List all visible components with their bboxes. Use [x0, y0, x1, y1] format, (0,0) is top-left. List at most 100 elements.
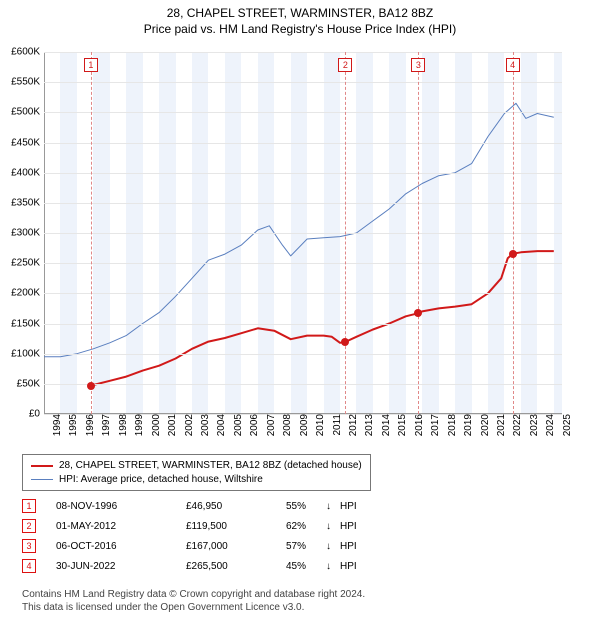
gridline-h	[44, 112, 562, 113]
chart-title-block: 28, CHAPEL STREET, WARMINSTER, BA12 8BZ …	[0, 0, 600, 37]
event-row: 2 01-MAY-2012£119,50062%↓HPI	[22, 516, 357, 536]
event-vline	[418, 52, 419, 414]
y-tick-label: £450K	[11, 137, 44, 148]
event-row: 108-NOV-1996£46,95055%↓HPI	[22, 496, 357, 516]
y-tick-label: £150K	[11, 318, 44, 329]
x-tick-label: 2011	[328, 414, 343, 436]
event-vline	[91, 52, 92, 414]
footer-line1: Contains HM Land Registry data © Crown c…	[22, 589, 365, 602]
event-pct: 62%	[286, 521, 326, 532]
gridline-h	[44, 324, 562, 325]
x-tick-label: 2024	[541, 414, 556, 436]
gridline-h	[44, 263, 562, 264]
y-tick-label: £300K	[11, 228, 44, 239]
x-tick-label: 1996	[81, 414, 96, 436]
gridline-h	[44, 384, 562, 385]
x-tick-label: 2009	[295, 414, 310, 436]
y-tick-label: £250K	[11, 258, 44, 269]
event-row-number: 1	[22, 499, 36, 513]
event-pct: 45%	[286, 561, 326, 572]
x-tick-label: 2016	[410, 414, 425, 436]
x-tick-label: 2021	[492, 414, 507, 436]
x-tick-label: 2020	[476, 414, 491, 436]
series-line-price_paid	[91, 251, 554, 386]
legend-label-price-paid: 28, CHAPEL STREET, WARMINSTER, BA12 8BZ …	[59, 459, 362, 473]
legend-item-hpi: HPI: Average price, detached house, Wilt…	[31, 473, 362, 487]
x-tick-label: 1995	[64, 414, 79, 436]
event-vline	[513, 52, 514, 414]
event-hpi-tag: HPI	[340, 561, 357, 572]
event-date: 01-MAY-2012	[56, 521, 186, 532]
event-date: 30-JUN-2022	[56, 561, 186, 572]
price-chart: £0£50K£100K£150K£200K£250K£300K£350K£400…	[44, 52, 562, 414]
x-tick-label: 2002	[180, 414, 195, 436]
legend-swatch-price-paid	[31, 465, 53, 467]
gridline-h	[44, 354, 562, 355]
x-tick-label: 2003	[196, 414, 211, 436]
price-marker-dot	[87, 382, 95, 390]
x-tick-label: 2013	[360, 414, 375, 436]
y-tick-label: £550K	[11, 77, 44, 88]
event-pct: 55%	[286, 501, 326, 512]
y-tick-label: £200K	[11, 288, 44, 299]
footer-line2: This data is licensed under the Open Gov…	[22, 602, 365, 615]
x-tick-label: 2025	[558, 414, 573, 436]
event-row: 306-OCT-2016£167,00057%↓HPI	[22, 536, 357, 556]
footer-attribution: Contains HM Land Registry data © Crown c…	[22, 589, 365, 614]
gridline-h	[44, 173, 562, 174]
y-tick-label: £500K	[11, 107, 44, 118]
price-marker-dot	[509, 250, 517, 258]
x-tick-label: 1997	[97, 414, 112, 436]
gridline-h	[44, 233, 562, 234]
x-tick-label: 1999	[130, 414, 145, 436]
y-tick-label: £400K	[11, 167, 44, 178]
title-subtitle: Price paid vs. HM Land Registry's House …	[0, 22, 600, 38]
down-arrow-icon: ↓	[326, 521, 340, 532]
event-row-number: 2	[22, 519, 36, 533]
event-marker-box: 1	[84, 58, 98, 72]
x-tick-label: 2014	[377, 414, 392, 436]
event-date: 08-NOV-1996	[56, 501, 186, 512]
x-tick-label: 2012	[344, 414, 359, 436]
x-tick-label: 2023	[525, 414, 540, 436]
down-arrow-icon: ↓	[326, 541, 340, 552]
x-tick-label: 1994	[48, 414, 63, 436]
event-marker-box: 4	[506, 58, 520, 72]
legend-item-price-paid: 28, CHAPEL STREET, WARMINSTER, BA12 8BZ …	[31, 459, 362, 473]
x-tick-label: 1998	[114, 414, 129, 436]
gridline-h	[44, 293, 562, 294]
x-tick-label: 2017	[426, 414, 441, 436]
events-table: 108-NOV-1996£46,95055%↓HPI201-MAY-2012£1…	[22, 496, 357, 576]
x-tick-label: 2015	[393, 414, 408, 436]
event-row-number: 3	[22, 539, 36, 553]
gridline-h	[44, 143, 562, 144]
y-tick-label: £50K	[17, 378, 44, 389]
event-hpi-tag: HPI	[340, 521, 357, 532]
x-tick-label: 2005	[229, 414, 244, 436]
gridline-h	[44, 52, 562, 53]
gridline-h	[44, 203, 562, 204]
price-marker-dot	[414, 309, 422, 317]
x-tick-label: 2006	[245, 414, 260, 436]
x-tick-label: 2022	[508, 414, 523, 436]
x-tick-label: 2008	[278, 414, 293, 436]
event-vline	[345, 52, 346, 414]
event-price: £265,500	[186, 561, 286, 572]
down-arrow-icon: ↓	[326, 561, 340, 572]
x-tick-label: 2018	[443, 414, 458, 436]
gridline-h	[44, 82, 562, 83]
legend: 28, CHAPEL STREET, WARMINSTER, BA12 8BZ …	[22, 454, 371, 491]
y-tick-label: £350K	[11, 197, 44, 208]
event-marker-box: 2	[338, 58, 352, 72]
event-price: £119,500	[186, 521, 286, 532]
event-row: 430-JUN-2022£265,50045%↓HPI	[22, 556, 357, 576]
x-tick-label: 2010	[311, 414, 326, 436]
x-tick-label: 2019	[459, 414, 474, 436]
price-marker-dot	[341, 338, 349, 346]
y-tick-label: £600K	[11, 47, 44, 58]
plot-area: £0£50K£100K£150K£200K£250K£300K£350K£400…	[44, 52, 562, 414]
title-address: 28, CHAPEL STREET, WARMINSTER, BA12 8BZ	[0, 6, 600, 22]
event-price: £167,000	[186, 541, 286, 552]
legend-label-hpi: HPI: Average price, detached house, Wilt…	[59, 473, 263, 487]
event-hpi-tag: HPI	[340, 501, 357, 512]
